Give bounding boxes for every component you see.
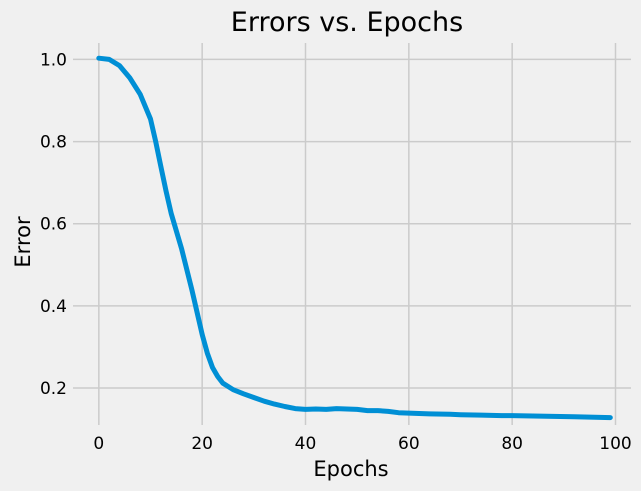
- y-tick-label: 0.2: [40, 379, 67, 399]
- series-group: [96, 55, 613, 421]
- y-ticks: 0.2 0.4 0.6 0.8 1.0: [40, 50, 67, 399]
- y-tick-label: 0.4: [40, 297, 67, 317]
- x-tick-label: 0: [93, 434, 104, 454]
- chart-title: Errors vs. Epochs: [231, 7, 463, 38]
- grid: [73, 43, 631, 425]
- y-tick-label: 1.0: [40, 50, 67, 70]
- x-tick-label: 80: [501, 434, 523, 454]
- x-axis-label: Epochs: [313, 457, 388, 481]
- x-ticks: 0 20 40 60 80 100: [93, 434, 631, 454]
- y-axis-label: Error: [11, 216, 35, 268]
- x-tick-label: 60: [398, 434, 420, 454]
- y-tick-label: 0.6: [40, 215, 67, 235]
- x-tick-label: 100: [599, 434, 631, 454]
- error-series-line: [96, 55, 613, 421]
- x-tick-label: 40: [295, 434, 317, 454]
- x-tick-label: 20: [191, 434, 213, 454]
- y-tick-label: 0.8: [40, 133, 67, 153]
